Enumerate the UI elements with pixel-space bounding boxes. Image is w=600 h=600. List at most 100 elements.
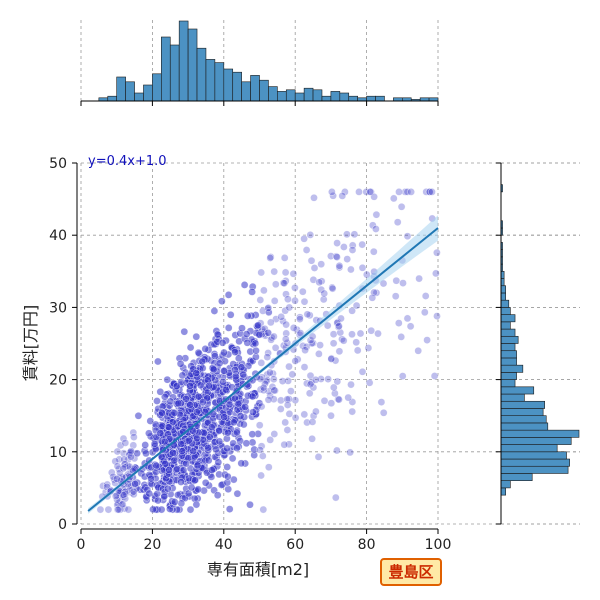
scatter-point (306, 371, 315, 380)
scatter-point (308, 434, 316, 443)
x-tick-label: 60 (286, 537, 304, 553)
scatter-point (259, 386, 268, 395)
scatter-point (430, 372, 439, 380)
scatter-point (319, 295, 328, 304)
scatter-point (291, 396, 300, 405)
scatter-point (154, 357, 162, 366)
scatter-point (285, 362, 293, 371)
scatter-point (224, 324, 233, 332)
scatter-point (392, 276, 401, 285)
right-histogram-bar (500, 386, 535, 395)
scatter-point (389, 194, 398, 203)
scatter-point (233, 444, 241, 452)
scatter-point (308, 418, 317, 426)
scatter-point (335, 347, 344, 356)
scatter-point (153, 397, 161, 405)
scatter-point (296, 315, 304, 323)
x-tick-label: 40 (215, 537, 233, 553)
scatter-point (125, 462, 134, 471)
scatter-point (160, 437, 169, 446)
scatter-point (223, 463, 231, 471)
scatter-point (242, 439, 251, 448)
scatter-point (204, 443, 212, 452)
scatter-point (423, 336, 431, 344)
scatter-point (124, 505, 133, 514)
scatter-point (176, 359, 185, 368)
scatter-point (113, 447, 122, 456)
scatter-point (170, 409, 179, 417)
scatter-point (347, 265, 355, 274)
scatter-point (255, 330, 264, 339)
scatter-point (302, 246, 311, 254)
top-histogram-bar (196, 47, 207, 102)
scatter-point (401, 188, 410, 196)
scatter-point (198, 398, 207, 407)
scatter-point (398, 372, 407, 380)
right-histogram-bar (500, 379, 516, 388)
scatter-point (395, 188, 403, 196)
scatter-point (186, 382, 194, 390)
scatter-point (179, 466, 188, 474)
scatter-point (111, 457, 120, 466)
scatter-point (364, 344, 373, 352)
scatter-point (156, 387, 165, 396)
scatter-point (109, 472, 117, 481)
scatter-point (270, 430, 279, 438)
right-histogram-bar (500, 321, 511, 330)
top-histogram-bar (339, 92, 350, 102)
scatter-point (256, 446, 264, 454)
scatter-point (271, 343, 280, 352)
x-tick-label: 20 (143, 537, 161, 553)
scatter-point (108, 468, 116, 477)
scatter-point (257, 442, 266, 451)
scatter-point (264, 349, 272, 357)
scatter-point (285, 303, 294, 312)
scatter-point (237, 363, 246, 372)
scatter-point (332, 252, 341, 261)
scatter-point (320, 396, 329, 405)
right-histogram-bar (500, 437, 572, 445)
scatter-point (270, 297, 279, 305)
scatter-point (180, 327, 189, 336)
top-histogram-bar (107, 95, 118, 102)
scatter-point (333, 239, 341, 247)
scatter-point (127, 452, 135, 461)
scatter-point (282, 290, 290, 299)
scatter-point (264, 328, 272, 337)
top-histogram-bar (169, 44, 180, 102)
scatter-point (256, 296, 265, 304)
scatter-point (306, 336, 315, 345)
scatter-point (224, 485, 232, 494)
scatter-point (131, 479, 139, 488)
top-histogram-bar (223, 68, 234, 102)
scatter-point (192, 369, 200, 377)
right-marginal-histogram (496, 162, 580, 525)
scatter-point (310, 264, 319, 272)
scatter-point (433, 312, 441, 320)
scatter-point (147, 474, 155, 483)
right-histogram-bar (500, 429, 580, 438)
y-tick-label: 20 (49, 373, 67, 389)
top-histogram-bar (178, 20, 189, 102)
scatter-point (256, 375, 265, 383)
scatter-point (254, 321, 262, 330)
scatter-point (403, 232, 412, 240)
scatter-point (281, 335, 290, 344)
scatter-point (328, 188, 336, 196)
scatter-point (306, 231, 315, 239)
scatter-point (432, 269, 440, 278)
scatter-point (212, 445, 220, 454)
scatter-point (120, 455, 128, 464)
scatter-point (296, 313, 304, 322)
scatter-point (112, 492, 120, 501)
scatter-point (335, 261, 344, 270)
scatter-point (145, 429, 153, 438)
scatter-point (208, 466, 216, 474)
scatter-point (300, 297, 309, 306)
right-histogram-bars (500, 184, 580, 496)
scatter-point (315, 350, 323, 358)
scatter-point (257, 471, 265, 480)
scatter-point (397, 202, 406, 211)
x-tick-label: 100 (425, 537, 452, 553)
scatter-point (327, 355, 336, 363)
